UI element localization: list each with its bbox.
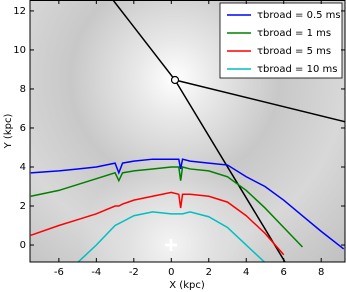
y-tick-label: 6: [20, 123, 26, 134]
x-tick-label: -6: [54, 267, 64, 278]
legend-label: τbroad = 5 ms: [257, 46, 331, 57]
y-tick-label: 0: [20, 240, 26, 251]
x-tick-label: 6: [281, 267, 287, 278]
y-tick-label: 10: [13, 45, 26, 56]
legend-label: τbroad = 1 ms: [257, 28, 331, 39]
y-tick-label: 4: [20, 162, 26, 173]
series-line: [77, 211, 266, 262]
legend-label: τbroad = 0.5 ms: [257, 10, 341, 21]
x-tick-label: 4: [243, 267, 249, 278]
series-line: [30, 191, 285, 256]
legend-label: τbroad = 10 ms: [257, 64, 337, 75]
series-line: [30, 158, 345, 250]
x-tick-label: 8: [318, 267, 324, 278]
x-tick-label: 0: [168, 267, 174, 278]
x-tick-label: -2: [129, 267, 139, 278]
y-axis-label: Y (kpc): [3, 114, 14, 150]
x-tick-label: -4: [91, 267, 101, 278]
series-line: [30, 166, 304, 248]
plot-lines: [30, 158, 345, 262]
x-axis-label: X (kpc): [169, 280, 205, 291]
y-tick-label: 12: [13, 6, 26, 17]
plot-frame: [29, 0, 346, 263]
x-tick-label: 2: [206, 267, 212, 278]
y-tick-label: 8: [20, 84, 26, 95]
y-tick-label: 2: [20, 201, 26, 212]
legend-box: [219, 2, 343, 79]
